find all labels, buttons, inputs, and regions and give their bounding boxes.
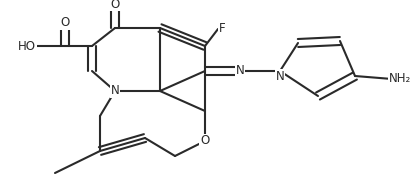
Text: O: O	[60, 16, 70, 29]
Text: NH₂: NH₂	[389, 73, 411, 86]
Text: N: N	[110, 84, 119, 97]
Text: O: O	[200, 134, 210, 147]
Text: F: F	[219, 23, 225, 36]
Text: O: O	[110, 0, 120, 11]
Text: N: N	[276, 70, 284, 83]
Text: N: N	[236, 65, 244, 78]
Text: HO: HO	[18, 40, 36, 53]
